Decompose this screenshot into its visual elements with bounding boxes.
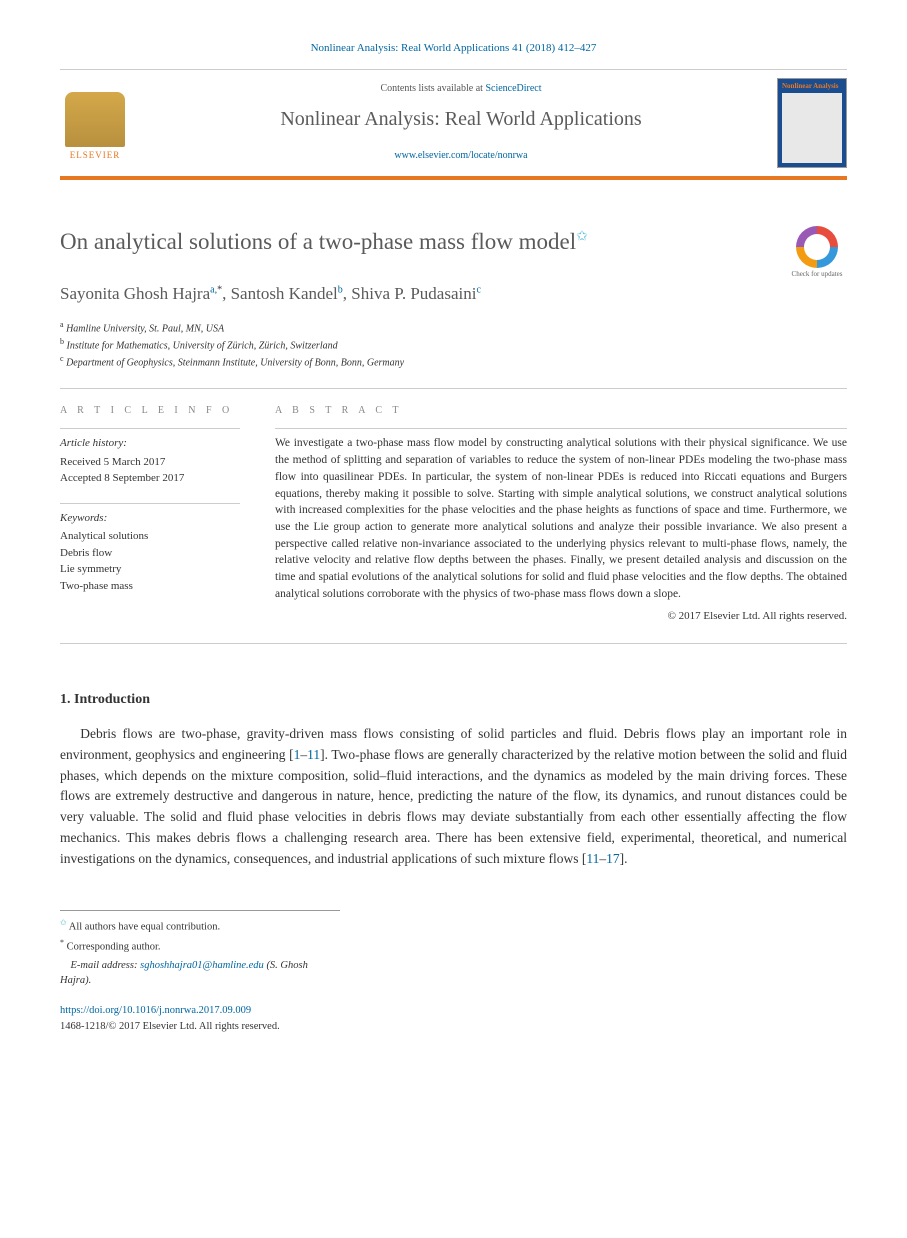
authors-line: Sayonita Ghosh Hajraa,*, Santosh Kandelb… [60,281,847,307]
keyword-3: Lie symmetry [60,561,240,578]
abstract-text: We investigate a two-phase mass flow mod… [275,428,847,602]
author-1-corresponding: * [217,284,222,295]
intro-paragraph: Debris flows are two-phase, gravity-driv… [60,724,847,870]
citation-header[interactable]: Nonlinear Analysis: Real World Applicati… [60,40,847,57]
keyword-4: Two-phase mass [60,578,240,595]
keyword-1: Analytical solutions [60,528,240,545]
author-3: Shiva P. Pudasaini [351,284,476,303]
sciencedirect-link[interactable]: ScienceDirect [485,83,541,94]
keywords-head: Keywords: [60,510,240,527]
affiliation-b: b Institute for Mathematics, University … [60,336,847,353]
title-star-icon: ✩ [576,229,588,244]
author-2: Santosh Kandel [231,284,338,303]
info-abstract-row: A R T I C L E I N F O Article history: R… [60,403,847,624]
journal-name: Nonlinear Analysis: Real World Applicati… [145,104,777,134]
cover-title: Nonlinear Analysis [782,83,842,91]
affiliation-a: a Hamline University, St. Paul, MN, USA [60,319,847,336]
check-updates-badge[interactable]: Check for updates [787,226,847,279]
elsevier-tree-icon [65,92,125,147]
author-1: Sayonita Ghosh Hajra [60,284,210,303]
keyword-2: Debris flow [60,545,240,562]
email-link[interactable]: sghoshhajra01@hamline.edu [140,960,264,971]
cover-body [782,93,842,162]
issn-copyright: 1468-1218/© 2017 Elsevier Ltd. All right… [60,1019,847,1035]
section-1-head: 1. Introduction [60,689,847,710]
abstract-label: A B S T R A C T [275,403,847,418]
journal-header-box: ELSEVIER Contents lists available at Sci… [60,69,847,180]
ref-link-1[interactable]: 1 [294,747,301,762]
abstract-column: A B S T R A C T We investigate a two-pha… [275,403,847,624]
keywords-block: Keywords: Analytical solutions Debris fl… [60,503,240,595]
affiliations: a Hamline University, St. Paul, MN, USA … [60,319,847,371]
divider-2 [60,643,847,644]
crossmark-icon [796,226,838,268]
ref-link-11a[interactable]: 11 [307,747,320,762]
doi-link[interactable]: https://doi.org/10.1016/j.nonrwa.2017.09… [60,1005,251,1016]
footnotes: ✩ All authors have equal contribution. *… [60,910,340,989]
title-text: On analytical solutions of a two-phase m… [60,229,576,254]
abstract-copyright: © 2017 Elsevier Ltd. All rights reserved… [275,608,847,625]
contents-line: Contents lists available at ScienceDirec… [145,81,777,96]
affiliation-c: c Department of Geophysics, Steinmann In… [60,353,847,370]
journal-center: Contents lists available at ScienceDirec… [145,81,777,164]
elsevier-logo[interactable]: ELSEVIER [60,83,130,163]
received-date: Received 5 March 2017 [60,454,240,471]
divider [60,388,847,389]
history-head: Article history: [60,435,240,452]
journal-cover-thumbnail[interactable]: Nonlinear Analysis [777,78,847,168]
contents-prefix: Contents lists available at [380,83,485,94]
article-info-column: A R T I C L E I N F O Article history: R… [60,403,240,624]
journal-url[interactable]: www.elsevier.com/locate/nonrwa [394,150,527,161]
ref-link-17[interactable]: 17 [606,851,620,866]
citation-link[interactable]: Nonlinear Analysis: Real World Applicati… [311,42,597,54]
article-title: On analytical solutions of a two-phase m… [60,225,847,260]
author-3-affil: c [476,284,480,295]
footnote-email: E-mail address: sghoshhajra01@hamline.ed… [60,958,340,990]
accepted-date: Accepted 8 September 2017 [60,470,240,487]
footnote-contribution: ✩ All authors have equal contribution. [60,917,340,935]
check-updates-text: Check for updates [787,271,847,279]
ref-link-11b[interactable]: 11 [586,851,599,866]
history-block: Article history: Received 5 March 2017 A… [60,428,240,487]
footer: https://doi.org/10.1016/j.nonrwa.2017.09… [60,1003,847,1035]
author-2-affil: b [338,284,343,295]
elsevier-text: ELSEVIER [70,149,121,163]
footnote-corresponding: * Corresponding author. [60,937,340,955]
article-info-label: A R T I C L E I N F O [60,403,240,418]
